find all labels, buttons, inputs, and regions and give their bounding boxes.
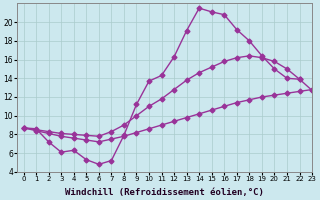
X-axis label: Windchill (Refroidissement éolien,°C): Windchill (Refroidissement éolien,°C) bbox=[65, 188, 264, 197]
